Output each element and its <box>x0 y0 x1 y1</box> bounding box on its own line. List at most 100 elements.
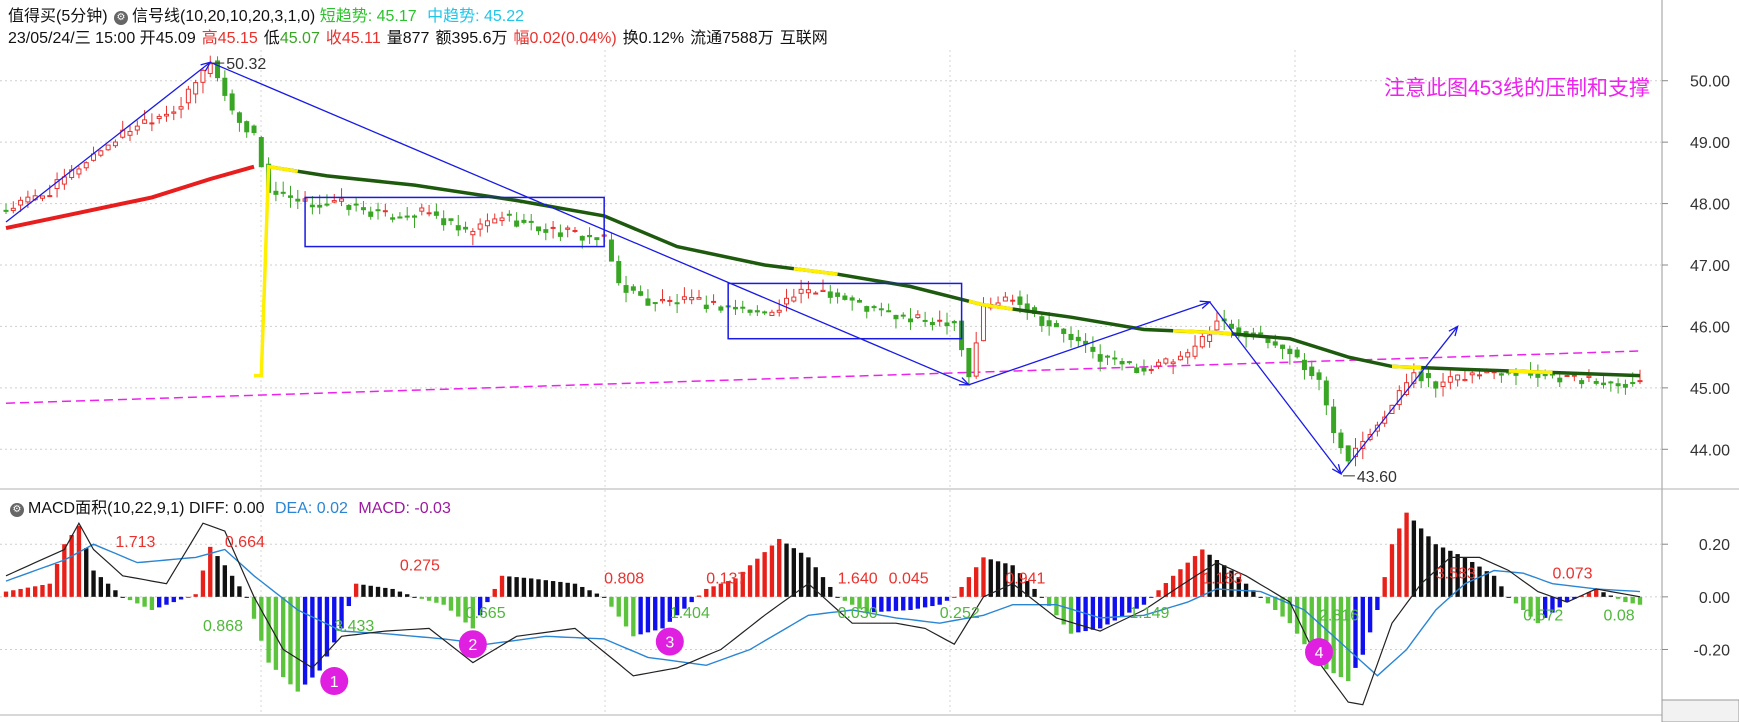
candle <box>1411 372 1417 384</box>
macd-bar <box>324 596 330 657</box>
macd-area-label: 0.08 <box>1604 608 1635 625</box>
macd-bar <box>798 552 804 597</box>
gear-icon[interactable]: ⚙ <box>10 503 24 517</box>
candle <box>25 196 31 203</box>
candle <box>951 321 957 324</box>
candle <box>980 305 986 342</box>
macd-bar <box>995 561 1001 597</box>
macd-bar <box>1608 595 1614 597</box>
candle <box>966 347 972 378</box>
candle <box>1156 361 1162 367</box>
candle <box>616 261 622 284</box>
candle <box>1316 372 1322 380</box>
candle <box>1097 354 1103 362</box>
marker-circle <box>320 667 349 696</box>
consolidation-box <box>304 196 605 248</box>
macd-bar <box>332 596 337 643</box>
candle <box>1229 323 1234 329</box>
candle <box>1440 381 1446 388</box>
price-tick-label: 46.00 <box>1690 319 1730 336</box>
candle <box>1272 341 1278 346</box>
macd-bar <box>295 596 300 692</box>
candle <box>1323 380 1329 406</box>
candle <box>835 292 841 297</box>
macd-label: MACD <box>358 500 406 517</box>
macd-bar <box>755 558 760 597</box>
macd-bar <box>689 596 694 603</box>
candle <box>1301 359 1307 371</box>
candle <box>273 190 279 195</box>
candle <box>667 299 673 302</box>
candle <box>696 297 702 300</box>
candle <box>587 234 593 238</box>
candle <box>353 203 359 206</box>
candle <box>711 300 717 303</box>
candle <box>83 162 89 169</box>
candle <box>295 198 301 202</box>
macd-bar <box>1207 554 1212 597</box>
macd-area-label: 0.252 <box>940 605 980 622</box>
marker-circle <box>655 627 684 656</box>
candle <box>608 239 614 262</box>
candle <box>805 289 811 294</box>
macd-bar <box>383 587 388 597</box>
macd-bar <box>1572 596 1577 599</box>
candle <box>565 227 571 230</box>
arrow-head <box>1448 325 1459 337</box>
candle <box>791 296 797 302</box>
candlestick-panel: 50.32 43.60 注意此图453线的压制和支撑 <box>3 55 1650 486</box>
macd-bar <box>631 596 636 637</box>
candle <box>1265 338 1271 343</box>
candle <box>864 306 870 312</box>
macd-bar <box>1564 596 1570 603</box>
macd-bar <box>25 587 31 597</box>
open-label: 开 <box>139 30 156 47</box>
candle <box>1462 378 1468 382</box>
macd-bar <box>1521 596 1526 610</box>
candle <box>1455 374 1461 381</box>
macd-bar <box>1061 596 1066 625</box>
gear-icon[interactable]: ⚙ <box>114 11 129 25</box>
macd-bar <box>981 557 986 597</box>
macd-bar <box>1513 596 1519 604</box>
macd-bar <box>813 567 818 597</box>
macd-bar <box>463 596 468 623</box>
macd-bar <box>1119 596 1125 617</box>
macd-bar <box>215 556 220 597</box>
macd-bar <box>18 588 23 597</box>
macd-bar <box>609 596 614 607</box>
macd-bar <box>317 596 322 671</box>
macd-bar <box>361 584 366 597</box>
macd-area-label: 0.665 <box>466 605 506 622</box>
candle <box>3 209 9 212</box>
candle <box>463 226 469 230</box>
candle <box>178 106 184 110</box>
candle <box>893 314 899 320</box>
ma-highlight-segment <box>968 299 1013 311</box>
macd-bar <box>1178 569 1183 597</box>
macd-bar <box>1397 528 1402 597</box>
macd-bar <box>244 596 249 598</box>
macd-bar <box>1499 586 1504 597</box>
candle <box>1294 349 1300 358</box>
close-label: 收 <box>325 30 342 47</box>
macd-bar <box>251 596 257 619</box>
marker-number: 4 <box>1315 645 1324 662</box>
macd-bar <box>164 596 169 605</box>
macd-bar <box>1404 512 1409 597</box>
stock-title: 值得买(5分钟) <box>8 8 108 25</box>
macd-bar <box>1535 596 1541 624</box>
macd-bar <box>704 588 709 597</box>
price-tick-label: 44.00 <box>1690 442 1730 459</box>
high-label: 高 <box>201 30 218 47</box>
candle <box>287 195 293 198</box>
macd-bar <box>864 596 869 613</box>
macd-bar <box>485 596 490 603</box>
macd-bar <box>397 591 403 597</box>
macd-area-label: 0.572 <box>1523 608 1563 625</box>
candle <box>1535 373 1541 378</box>
candle <box>448 218 454 221</box>
candle <box>244 121 250 133</box>
